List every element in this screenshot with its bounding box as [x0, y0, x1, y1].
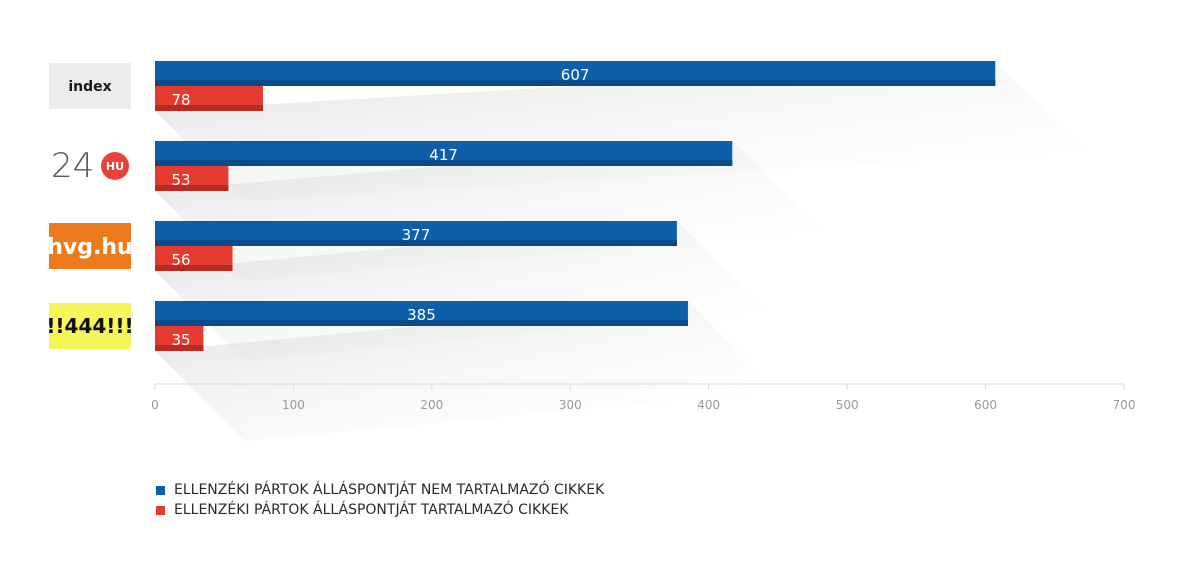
data-label: 607	[561, 66, 590, 84]
bar-shading	[155, 105, 263, 111]
x-tick-label: 200	[420, 398, 443, 412]
data-label: 385	[407, 306, 436, 324]
logo-badge	[101, 152, 129, 180]
x-tick-label: 0	[151, 398, 159, 412]
logo-background	[49, 63, 131, 109]
bar-shading	[155, 345, 204, 351]
data-label: 35	[171, 331, 190, 349]
legend-swatch-series-1	[156, 485, 165, 495]
bar-shading	[155, 240, 677, 246]
logo-text: !!444!!!	[46, 314, 133, 338]
data-label: 53	[171, 171, 190, 189]
bar-shading	[155, 265, 233, 271]
x-tick-label: 300	[559, 398, 582, 412]
logo-text: 24	[51, 146, 94, 186]
x-tick-label: 400	[697, 398, 720, 412]
legend-label-series-1: ELLENZÉKI PÁRTOK ÁLLÁSPONTJÁT NEM TARTAL…	[174, 482, 605, 498]
legend-swatch-series-2	[156, 505, 165, 515]
logo-text: hvg.hu	[47, 235, 132, 260]
logo-text: index	[68, 79, 111, 95]
data-label: 56	[171, 251, 190, 269]
data-label: 417	[429, 146, 458, 164]
bar-shading	[155, 320, 688, 326]
bar-shading	[155, 185, 229, 191]
x-tick-label: 100	[282, 398, 305, 412]
category-logo: !!444!!!	[46, 303, 134, 349]
x-tick-label: 500	[836, 398, 859, 412]
x-tick-label: 700	[1113, 398, 1136, 412]
x-tick-label: 600	[974, 398, 997, 412]
bar-shading	[155, 80, 996, 86]
legend: ELLENZÉKI PÁRTOK ÁLLÁSPONTJÁT NEM TARTAL…	[156, 480, 604, 520]
logo-background	[49, 303, 131, 349]
legend-item-series-1: ELLENZÉKI PÁRTOK ÁLLÁSPONTJÁT NEM TARTAL…	[156, 480, 604, 500]
category-logo: index	[49, 63, 131, 109]
bar-shadow	[155, 301, 778, 441]
category-logo: hvg.hu	[47, 223, 133, 269]
data-label: 377	[402, 226, 431, 244]
legend-label-series-2: ELLENZÉKI PÁRTOK ÁLLÁSPONTJÁT TARTALMAZÓ…	[174, 502, 569, 518]
data-label: 78	[171, 91, 190, 109]
logo-background	[49, 223, 131, 269]
logo-badge-text: HU	[106, 160, 124, 173]
bar-shading	[155, 160, 733, 166]
legend-item-series-2: ELLENZÉKI PÁRTOK ÁLLÁSPONTJÁT TARTALMAZÓ…	[156, 500, 604, 520]
category-logo: 24 HU	[51, 146, 129, 186]
